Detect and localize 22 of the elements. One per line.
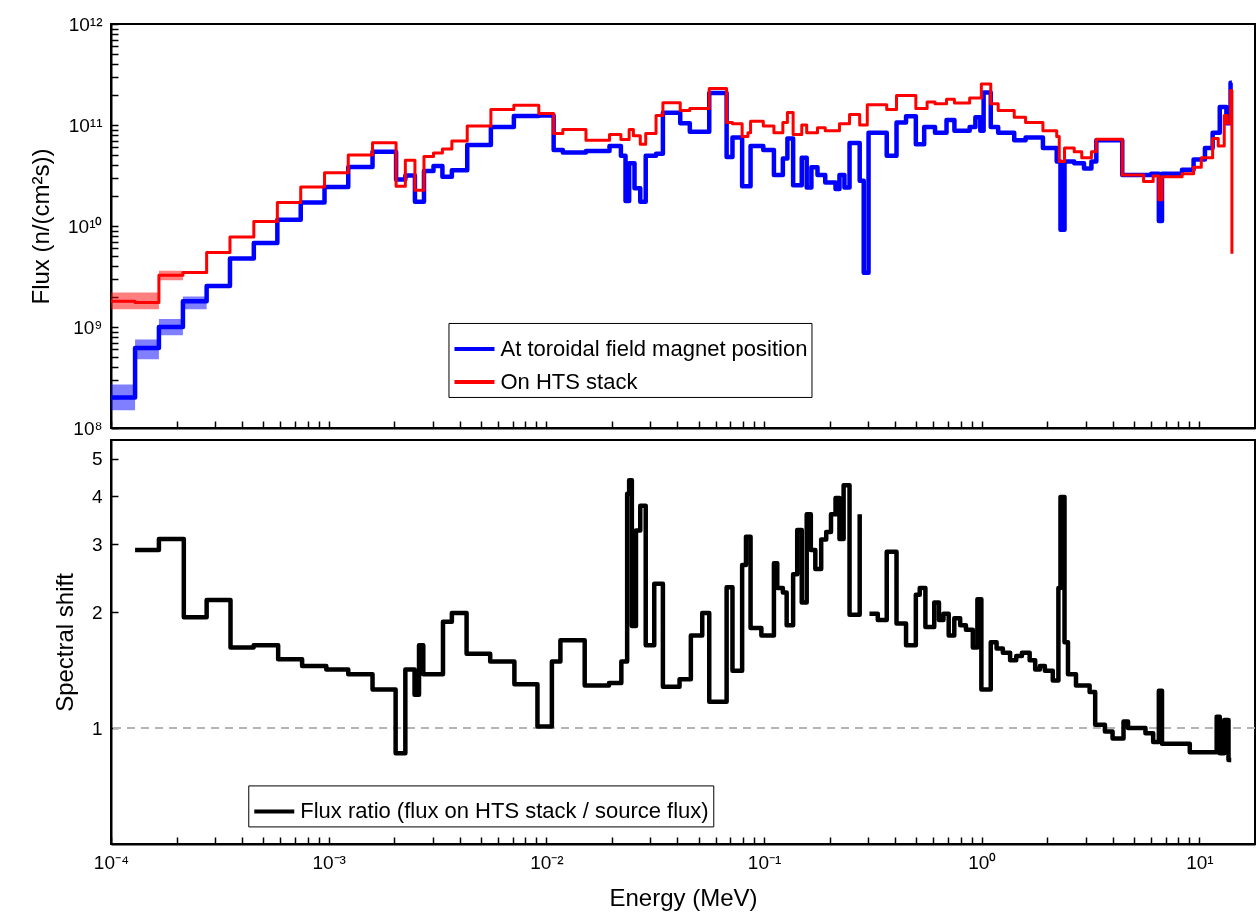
x-tick-label: 10⁻³ [312, 851, 346, 873]
y-tick-label: 4 [91, 485, 103, 507]
y-axis-title: Flux (n/(cm²s)) [27, 148, 55, 305]
y-tick-label: 10¹² [68, 13, 103, 35]
x-tick-label: 10¹ [1186, 851, 1214, 873]
y-tick-label: 10¹⁰ [68, 215, 103, 237]
y-tick-label: 10¹¹ [68, 114, 103, 136]
legend-label: At toroidal field magnet position [500, 335, 808, 361]
y-tick-label: 5 [91, 448, 103, 470]
y-tick-label: 3 [91, 533, 103, 555]
x-tick-label: 10⁻¹ [747, 851, 782, 873]
y-tick-label: 10⁹ [73, 316, 103, 338]
y-tick-label: 1 [91, 717, 103, 739]
x-axis-title: Energy (MeV) [609, 883, 758, 911]
y-axis-title: Spectral shift [50, 572, 78, 712]
y-tick-label: 2 [91, 601, 103, 623]
x-tick-label: 10⁻⁴ [93, 851, 130, 873]
y-tick-label: 10⁸ [73, 417, 103, 439]
x-tick-label: 10⁰ [968, 851, 997, 873]
x-tick-label: 10⁻² [530, 851, 564, 873]
legend-label: On HTS stack [500, 368, 639, 394]
legend-label: Flux ratio (flux on HTS stack / source flux) [300, 798, 709, 824]
